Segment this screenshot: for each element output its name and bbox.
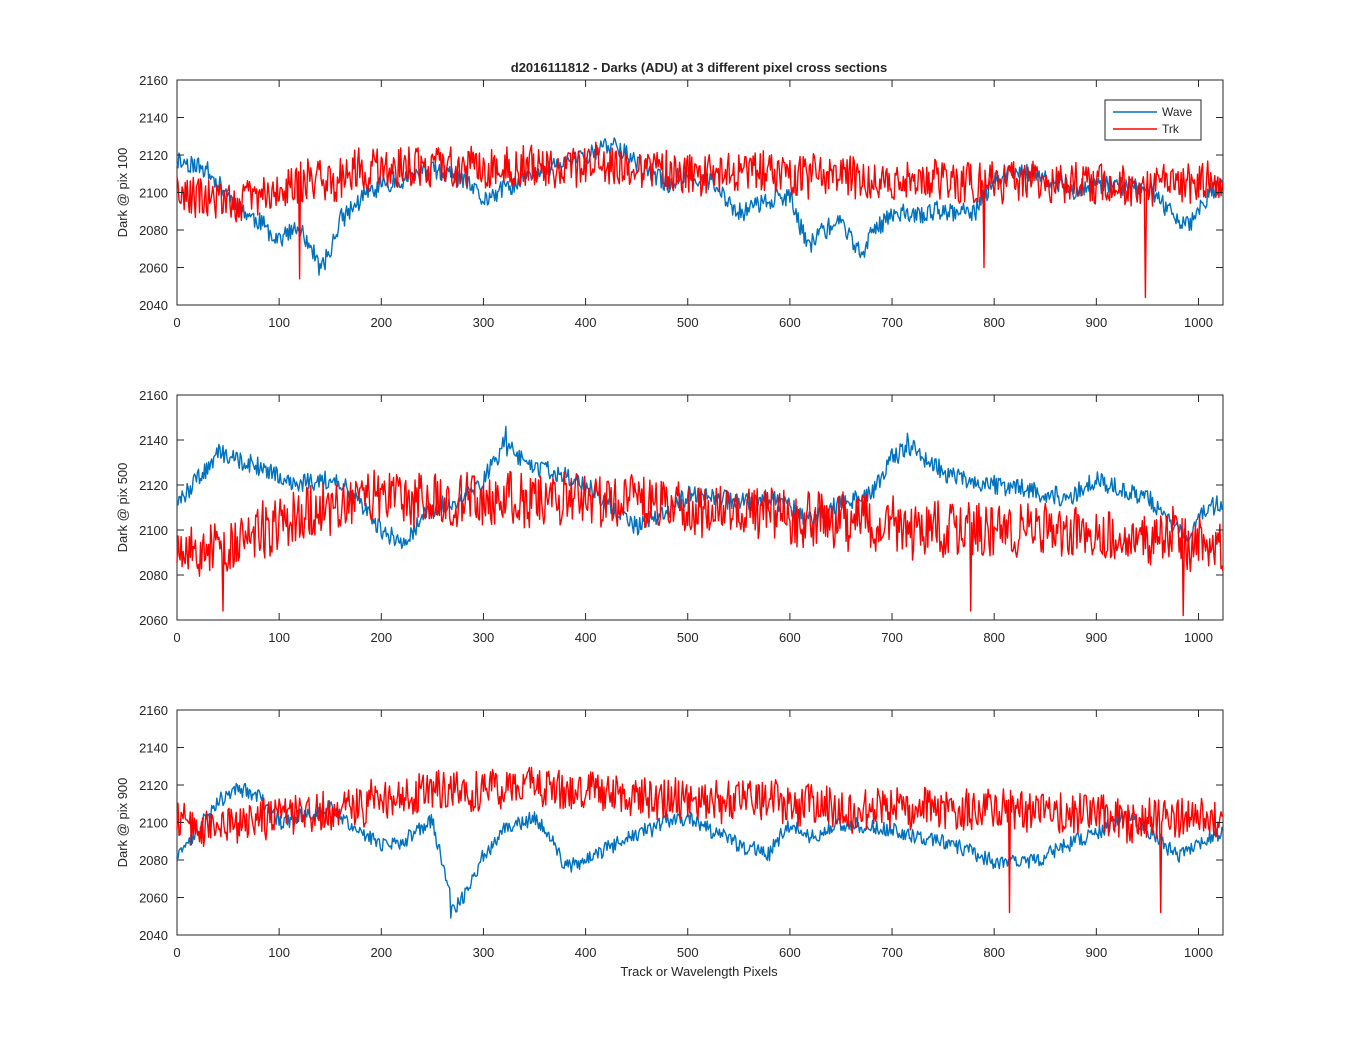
ylabel-bottom: Dark @ pix 900 [115,778,130,868]
x-tick-label: 300 [473,630,495,645]
x-tick-label: 700 [881,945,903,960]
y-tick-label: 2120 [139,478,168,493]
x-tick-label: 500 [677,945,699,960]
y-tick-label: 2100 [139,523,168,538]
y-tick-label: 2160 [139,73,168,88]
x-tick-label: 1000 [1184,315,1213,330]
x-tick-label: 1000 [1184,945,1213,960]
y-tick-label: 2080 [139,223,168,238]
ticks-bottom: 0 100 200 300 400 500 600 700 800 900 1000 2040 2060… [139,703,1223,960]
x-tick-label: 0 [173,630,180,645]
x-tick-label: 1000 [1184,630,1213,645]
y-tick-label: 2140 [139,741,168,756]
legend-label-wave: Wave [1162,105,1193,119]
ticks-middle: 0 100 200 300 400 500 600 700 800 900 1000 2060 2080… [139,388,1223,645]
x-axis-label: Track or Wavelength Pixels [620,964,778,979]
y-tick-label: 2060 [139,891,168,906]
x-tick-label: 200 [370,630,392,645]
x-tick-label: 800 [983,315,1005,330]
y-tick-label: 2100 [139,186,168,201]
x-tick-label: 900 [1085,630,1107,645]
legend-box [1104,99,1202,141]
y-tick-label: 2060 [139,261,168,276]
x-tick-label: 300 [473,945,495,960]
y-tick-label: 2100 [139,816,168,831]
figure-title: d2016111812 - Darks (ADU) at 3 different… [511,60,887,75]
series-line-wave [176,782,1224,919]
x-tick-label: 100 [268,630,290,645]
x-tick-label: 800 [983,630,1005,645]
y-tick-label: 2140 [139,433,168,448]
x-tick-label: 400 [575,315,597,330]
x-tick-label: 400 [575,945,597,960]
ylabel-middle: Dark @ pix 500 [115,463,130,553]
y-tick-label: 2120 [139,148,168,163]
series-line-trk [176,469,1224,617]
x-tick-label: 700 [881,315,903,330]
x-tick-label: 800 [983,945,1005,960]
subplot-top: 0 100 200 300 400 500 600 700 800 900 1000 2040 2060… [115,73,1224,330]
x-tick-label: 600 [779,630,801,645]
x-tick-label: 700 [881,630,903,645]
series-line-trk [176,766,1224,914]
x-tick-label: 600 [779,945,801,960]
y-tick-label: 2060 [139,613,168,628]
subplot-bottom: 0 100 200 300 400 500 600 700 800 900 1000 2040 2060… [115,703,1224,960]
plot-lines-top [176,137,1224,299]
x-tick-label: 0 [173,945,180,960]
subplot-middle: 0 100 200 300 400 500 600 700 800 900 1000 2060 2080… [115,388,1224,645]
ticks-top: 0 100 200 300 400 500 600 700 800 900 1000 2040 2060… [139,73,1223,330]
plot-lines-bottom [176,766,1224,919]
x-tick-label: 100 [268,315,290,330]
x-tick-label: 100 [268,945,290,960]
legend-label-trk: Trk [1162,122,1180,136]
x-tick-label: 500 [677,315,699,330]
x-tick-label: 200 [370,945,392,960]
x-tick-label: 500 [677,630,699,645]
plot-lines-middle [176,425,1224,617]
x-tick-label: 0 [173,315,180,330]
y-tick-label: 2160 [139,703,168,718]
x-tick-label: 900 [1085,315,1107,330]
x-tick-label: 600 [779,315,801,330]
x-tick-label: 400 [575,630,597,645]
y-tick-label: 2080 [139,568,168,583]
y-tick-label: 2140 [139,111,168,126]
y-tick-label: 2040 [139,928,168,943]
y-tick-label: 2160 [139,388,168,403]
legend: Wave Trk [1104,99,1202,141]
x-tick-label: 900 [1085,945,1107,960]
x-tick-label: 300 [473,315,495,330]
y-tick-label: 2080 [139,853,168,868]
x-tick-label: 200 [370,315,392,330]
plot-area-bottom [176,709,1224,936]
ylabel-top: Dark @ pix 100 [115,148,130,238]
series-line-trk [176,141,1224,299]
y-tick-label: 2040 [139,298,168,313]
y-tick-label: 2120 [139,778,168,793]
